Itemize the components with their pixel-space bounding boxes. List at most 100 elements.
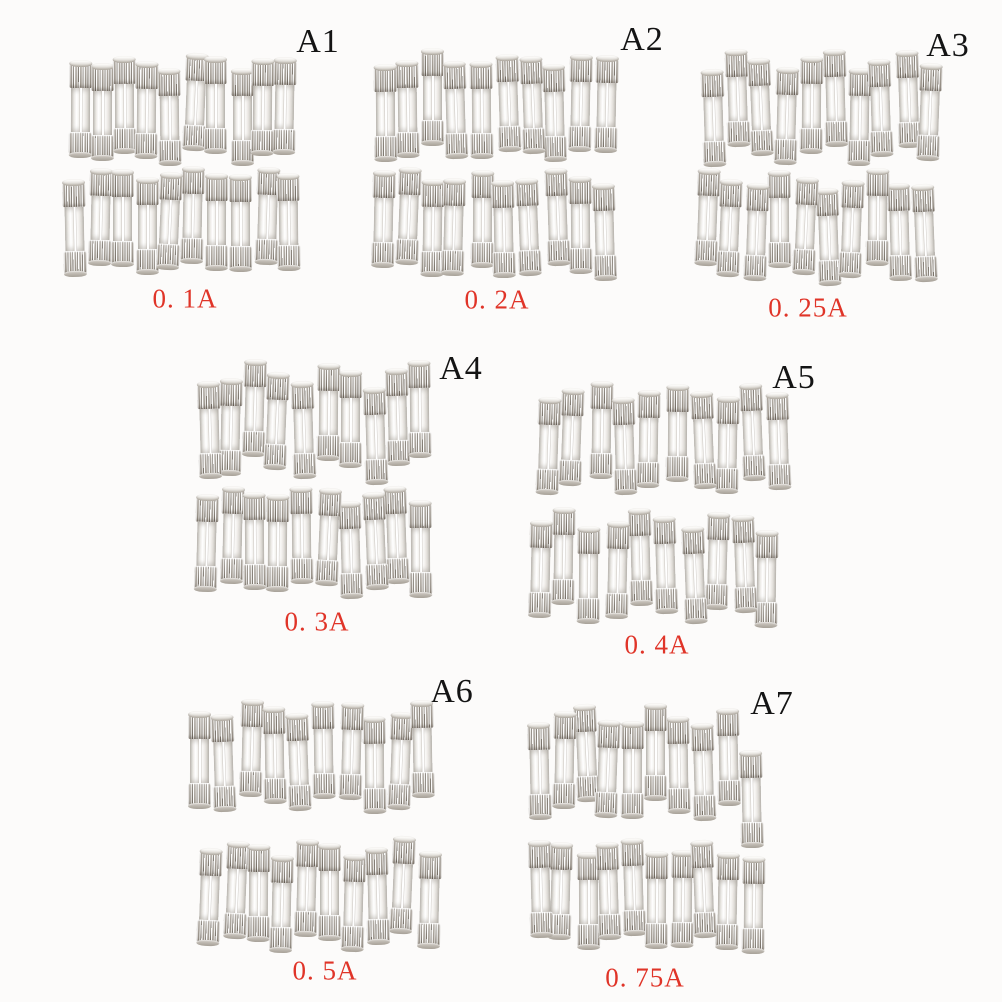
fuse-bundle [61, 168, 302, 276]
fuse [731, 516, 758, 611]
fuse [241, 360, 267, 455]
amp-rating-label-a1: 0. 1A [152, 283, 218, 314]
fuse-top-cap [397, 168, 422, 196]
fuse-top-cap [285, 714, 310, 742]
fuse-glass-body [296, 866, 317, 912]
fuse-bottom-cap [254, 238, 279, 264]
fuse-glass-body [160, 95, 180, 140]
fuse-bottom-cap [740, 821, 765, 847]
fuse-glass-body [576, 731, 598, 777]
fuse [205, 175, 229, 270]
fuse-bundle [372, 49, 619, 162]
fuse-top-cap [867, 60, 892, 87]
fuse [768, 172, 792, 267]
fuse-bottom-cap [613, 468, 638, 494]
fuse-top-cap [718, 180, 743, 208]
fuse-bottom-cap [276, 244, 301, 270]
fuse [410, 701, 435, 797]
fuse-glass-body [136, 88, 156, 134]
fuse-top-cap [591, 184, 615, 211]
fuse [551, 508, 576, 604]
fuse-top-cap [342, 855, 367, 883]
fuse-glass-body [365, 414, 386, 460]
fuse-top-cap [157, 69, 182, 96]
fuse-top-cap [295, 840, 320, 868]
fuse [595, 843, 622, 939]
amp-rating-label-a2: 0. 2A [464, 284, 530, 315]
fuse-glass-body [537, 424, 559, 470]
fuse-top-cap [553, 713, 577, 740]
fuse-bottom-cap [692, 911, 717, 937]
fuse-glass-body [840, 207, 862, 252]
fuse-top-cap [362, 388, 387, 416]
fuse-glass-body [138, 204, 158, 249]
fuse [242, 494, 267, 589]
fuse-top-cap [408, 501, 433, 528]
fuse-top-cap [243, 360, 267, 387]
fuse-glass-body [213, 742, 234, 787]
fuse-glass-body [517, 205, 539, 250]
fuse-bottom-cap [411, 771, 435, 797]
fuse-glass-body [638, 417, 659, 462]
fuse-top-cap [822, 50, 847, 78]
fuse-glass-body [825, 76, 846, 122]
fuse-top-cap [775, 68, 799, 96]
fuse-bottom-cap [568, 248, 593, 273]
fuse-glass-body [743, 883, 763, 928]
fuse-top-cap [577, 527, 601, 554]
fuse-top-cap [666, 385, 690, 412]
fuse-glass-body [64, 206, 85, 251]
fuse-glass-body [898, 77, 919, 123]
fuse [180, 168, 205, 263]
fuse-glass-body [411, 527, 431, 572]
fuse [915, 64, 943, 160]
fuse-top-cap [373, 65, 397, 92]
fuse-glass-body [267, 522, 288, 567]
fuse-bottom-cap [824, 120, 848, 146]
fuse-bottom-cap [715, 923, 739, 948]
fuse-glass-body [622, 748, 642, 793]
fuse-glass-body [546, 195, 568, 241]
fuse-top-cap [549, 843, 574, 871]
fuse-top-cap [266, 373, 291, 401]
fuse [268, 856, 294, 951]
fuse-bottom-cap [914, 255, 939, 281]
fuse-bottom-cap [312, 772, 336, 797]
fuse-top-cap [198, 849, 223, 877]
fuse-glass-body [593, 210, 615, 255]
fuse [469, 62, 494, 157]
fuse-bundle [188, 700, 436, 812]
fuse-top-cap [886, 184, 911, 211]
fuse-top-cap [136, 178, 160, 205]
fuse-top-cap [158, 173, 183, 201]
fuse-bottom-cap [743, 254, 768, 280]
fuse [799, 57, 824, 153]
fuse-glass-body [554, 739, 575, 784]
fuse-bottom-cap [716, 250, 741, 276]
fuse [194, 495, 220, 591]
fuse-glass-body [93, 91, 113, 136]
amp-rating-label-a6: 0. 5A [292, 955, 358, 986]
fuse-glass-body [667, 411, 688, 456]
fuse-bottom-cap [535, 468, 559, 494]
fuse [652, 517, 679, 613]
fuse-glass-body [264, 734, 285, 779]
fuse-bottom-cap [292, 452, 316, 478]
fuse-glass-body [409, 387, 430, 432]
amp-rating-label-a5: 0. 4A [624, 629, 690, 660]
fuse [822, 50, 848, 146]
fuse-top-cap [606, 522, 631, 550]
fuse-bottom-cap [915, 134, 940, 160]
fuse-glass-body [544, 91, 565, 137]
fuse-glass-body [596, 82, 616, 128]
fuse-top-cap [290, 382, 314, 410]
fuse-top-cap [637, 391, 662, 418]
group-label-a6: A6 [430, 673, 474, 710]
fuse [276, 174, 301, 270]
fuse-bottom-cap [263, 443, 288, 469]
fuse-bottom-cap [386, 439, 411, 465]
fuse [636, 391, 662, 486]
fuse-top-cap [738, 384, 763, 412]
fuse-glass-body [741, 778, 762, 823]
fuse [773, 68, 799, 164]
